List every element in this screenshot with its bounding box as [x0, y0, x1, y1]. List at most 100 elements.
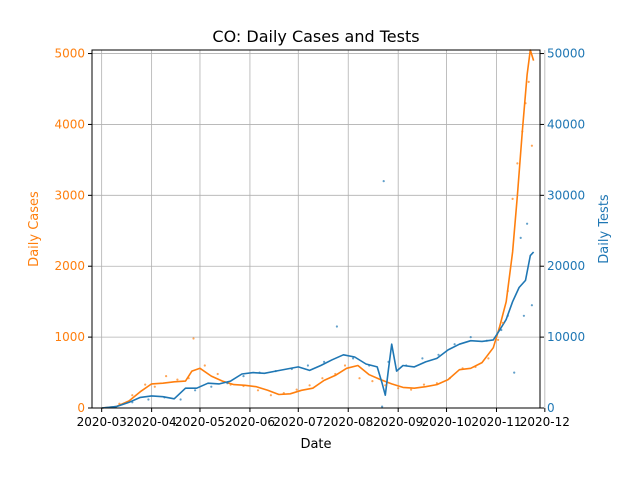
cases-daily-point — [295, 388, 298, 391]
tests-daily-point — [485, 339, 488, 342]
cases-daily-point — [334, 372, 337, 376]
tests-daily-point — [163, 396, 166, 399]
tests-daily-point — [526, 222, 529, 225]
x-tick-label: 2020-05 — [175, 415, 225, 429]
y-left-tick-label: 2000 — [54, 259, 85, 273]
y-right-tick-label: 0 — [547, 401, 555, 415]
cases-daily-point — [448, 377, 451, 380]
cases-daily-point — [153, 385, 156, 388]
tests-daily-point — [453, 343, 456, 346]
tests-daily-point — [210, 385, 213, 388]
cases-daily-point — [269, 394, 272, 397]
cases-daily-point — [216, 372, 219, 376]
tests-daily-point — [194, 389, 197, 392]
cases-daily-point — [511, 197, 514, 200]
y-right-tick-label: 10000 — [547, 330, 585, 344]
cases-daily-point — [384, 384, 387, 387]
x-axis-label: Date — [300, 437, 331, 452]
tests-daily-point — [522, 314, 526, 317]
cases-daily-point — [501, 321, 504, 324]
cases-daily-point — [187, 377, 190, 380]
x-tick-label: 2020-03 — [77, 415, 127, 429]
tests-daily-point — [306, 364, 309, 367]
x-tick-label: 2020-04 — [127, 415, 177, 429]
cases-daily-point — [321, 377, 324, 380]
tests-daily-point — [421, 357, 424, 360]
cases-daily-point — [308, 384, 311, 387]
cases-daily-point — [474, 365, 477, 368]
cases-daily-point — [343, 364, 347, 367]
y-right-tick-label: 30000 — [547, 188, 585, 202]
tests-daily-point — [506, 314, 509, 317]
y-left-tick-label: 5000 — [54, 47, 85, 61]
y-right-tick-label: 50000 — [547, 47, 585, 61]
x-tick-label: 2020-07 — [273, 415, 323, 429]
cases-daily-point — [358, 377, 361, 380]
cases-daily-point — [176, 378, 179, 381]
y-left-tick-label: 3000 — [54, 188, 85, 202]
tests-daily-point — [469, 336, 472, 339]
cases-daily-point — [203, 364, 206, 367]
x-tick-label: 2020-12 — [520, 415, 570, 429]
tests-daily-point — [437, 353, 440, 356]
cases-daily-point — [256, 389, 260, 392]
cases-daily-point — [242, 384, 245, 388]
tests-daily-point — [500, 328, 503, 332]
tests-daily-point — [530, 304, 534, 307]
tests-daily-point — [405, 364, 408, 367]
cases-daily-point — [524, 102, 527, 105]
cases-daily-point — [144, 383, 147, 386]
cases-daily-point — [516, 162, 519, 165]
cases-daily-point — [487, 357, 490, 360]
tests-daily-point — [323, 360, 326, 363]
tests-daily-point — [242, 375, 245, 378]
tests-daily-point — [335, 325, 338, 328]
cases-smoothed-line — [101, 49, 535, 409]
plot-frame — [91, 49, 541, 409]
tests-daily-point — [382, 180, 385, 183]
tests-daily-point — [131, 401, 134, 404]
cases-daily-point — [192, 337, 195, 340]
y-axis-label-right: Daily Tests — [597, 194, 612, 264]
tests-daily-point — [513, 371, 516, 374]
x-tick-label: 2020-06 — [225, 415, 275, 429]
y-right-tick-label: 20000 — [547, 259, 585, 273]
x-tick-label: 2020-09 — [373, 415, 423, 429]
y-right-tick-label: 40000 — [547, 117, 585, 131]
tests-daily-point — [519, 236, 522, 239]
cases-daily-point — [497, 338, 500, 341]
tests-daily-point — [387, 360, 390, 363]
cases-daily-point — [461, 367, 464, 370]
cases-daily-point — [131, 394, 134, 397]
x-tick-label: 2020-10 — [421, 415, 471, 429]
tests-daily-point — [381, 405, 384, 408]
cases-daily-point — [282, 392, 285, 395]
tests-daily-point — [179, 398, 182, 401]
chart-title: CO: Daily Cases and Tests — [212, 27, 419, 46]
y-axis-label-left: Daily Cases — [27, 191, 42, 267]
tests-daily-point — [290, 367, 293, 371]
tests-daily-point — [226, 382, 229, 385]
cases-daily-point — [118, 402, 121, 405]
cases-daily-point — [229, 383, 232, 386]
tests-daily-point — [274, 370, 277, 373]
cases-daily-point — [371, 380, 374, 383]
x-tick-label: 2020-11 — [471, 415, 521, 429]
series-layer — [101, 49, 535, 409]
cases-daily-point — [506, 289, 509, 293]
y-left-tick-label: 1000 — [54, 330, 85, 344]
cases-daily-point — [410, 388, 413, 391]
cases-daily-point — [521, 130, 524, 133]
cases-daily-point — [422, 383, 426, 386]
x-tick-label: 2020-08 — [323, 415, 373, 429]
tests-daily-point — [147, 398, 150, 401]
cases-daily-point — [530, 144, 534, 147]
cases-daily-point — [527, 80, 530, 83]
tests-daily-point — [258, 371, 261, 374]
cases-daily-point — [397, 387, 400, 390]
y-left-tick-label: 4000 — [54, 117, 85, 131]
cases-daily-point — [435, 382, 438, 385]
